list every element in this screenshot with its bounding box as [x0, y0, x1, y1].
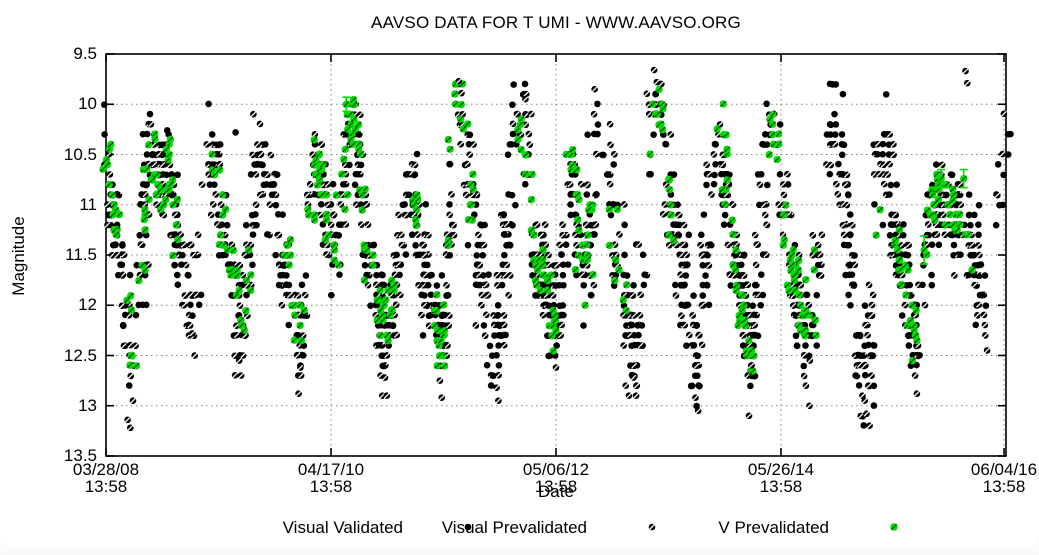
x-tick-time: 13:58	[759, 477, 803, 496]
y-tick-label: 13	[78, 395, 97, 415]
x-tick-date: 04/17/10	[297, 460, 365, 479]
y-tick-label: 10	[78, 94, 97, 114]
x-tick-label: 05/26/14 13:58	[701, 461, 861, 495]
x-tick-time: 13:58	[534, 477, 578, 496]
x-tick-date: 05/26/14	[747, 460, 815, 479]
legend-label: V Prevalidated	[718, 518, 829, 537]
y-tick-label: 12.5	[63, 345, 97, 365]
y-tick-label: 13.5	[63, 446, 97, 465]
x-axis-title: Date	[538, 482, 574, 501]
x-tick-date: 05/06/12	[522, 460, 590, 479]
y-tick-label: 11.5	[65, 245, 97, 264]
x-tick-time: 13:58	[982, 477, 1026, 496]
legend-label: Visual Validated	[282, 518, 403, 537]
y-tick-label: 9.5	[73, 44, 97, 63]
x-tick-time: 13:58	[309, 477, 353, 496]
x-tick-label: 04/17/10 13:58	[251, 461, 411, 495]
x-tick-label: 06/04/16 13:58	[924, 461, 1039, 495]
x-tick-time: 13:58	[84, 477, 128, 496]
y-tick-label: 12	[78, 295, 97, 315]
legend-label: Visual Prevalidated	[441, 518, 587, 537]
y-tick-label: 10.5	[63, 144, 97, 164]
y-tick-label: 11	[79, 194, 97, 214]
x-tick-date: 03/28/08	[72, 460, 140, 479]
x-tick-label: 05/06/12 13:58	[476, 461, 636, 495]
x-tick-date: 06/04/16	[970, 460, 1038, 479]
x-tick-label: 03/28/08 13:58	[26, 461, 186, 495]
